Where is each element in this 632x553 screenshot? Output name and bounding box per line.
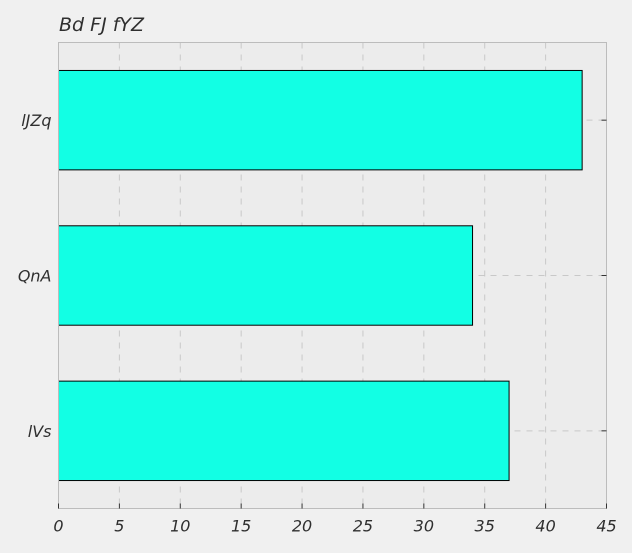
x-tick-label: 35 bbox=[475, 517, 495, 536]
axis-ticks bbox=[58, 119, 607, 509]
bar-QnA bbox=[58, 225, 474, 326]
x-tick-label: 25 bbox=[353, 517, 373, 536]
y-tick-label: QnA bbox=[18, 267, 52, 286]
x-tick-label: 20 bbox=[292, 517, 312, 536]
bar-lVs bbox=[58, 380, 510, 482]
chart-title: Bd FJ fYZ bbox=[59, 14, 145, 36]
x-tick-label: 40 bbox=[535, 517, 555, 536]
bars bbox=[58, 69, 583, 482]
y-tick-label: lVs bbox=[28, 422, 52, 441]
y-tick-label: lJZq bbox=[21, 111, 51, 130]
y-axis-tick-labels: lJZq QnA lVs bbox=[18, 111, 52, 441]
x-axis-tick-labels: 0 5 10 15 20 25 30 35 40 45 bbox=[53, 517, 616, 536]
x-tick-label: 5 bbox=[114, 517, 124, 536]
x-tick-label: 30 bbox=[414, 517, 434, 536]
bar-lJZq bbox=[58, 69, 583, 171]
x-tick-label: 15 bbox=[231, 517, 251, 536]
x-tick-label: 0 bbox=[53, 517, 63, 536]
x-tick-label: 45 bbox=[596, 517, 616, 536]
x-tick-label: 10 bbox=[170, 517, 190, 536]
